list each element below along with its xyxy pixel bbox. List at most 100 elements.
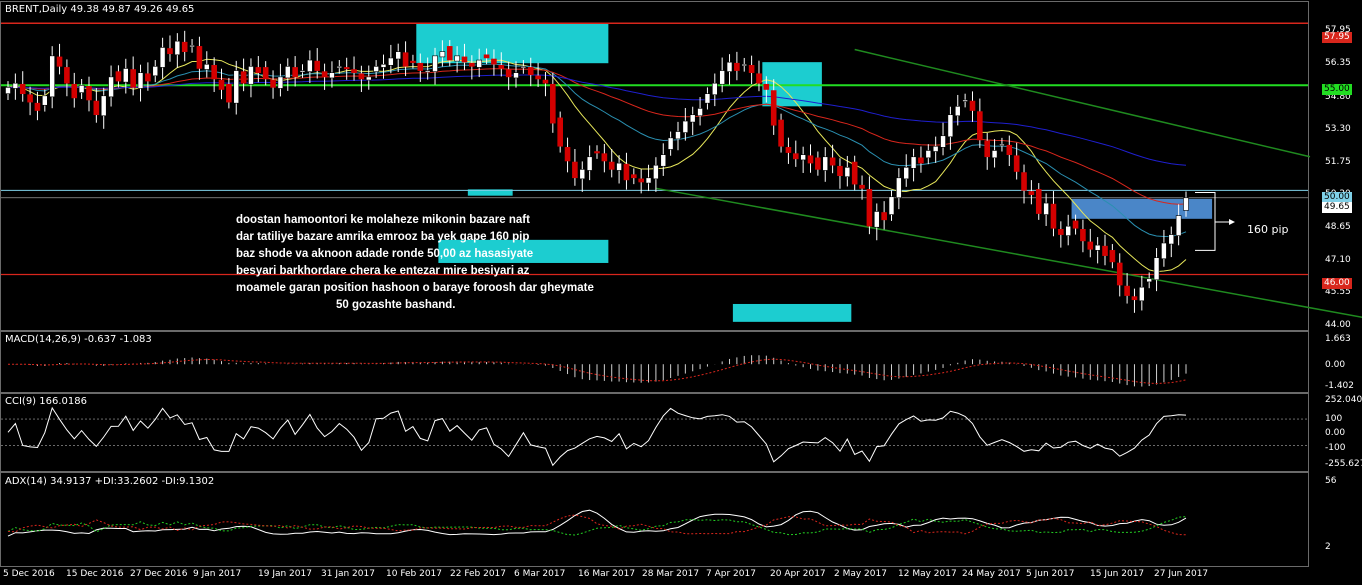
bullish-candle [653,164,659,180]
bearish-candle [535,75,541,80]
bullish-candle [277,76,284,89]
bullish-candle [675,131,681,140]
bullish-candle [903,166,910,180]
bullish-candle [991,150,998,159]
bearish-candle [1124,285,1130,296]
cci-tick-label: 0.00 [1325,428,1346,438]
bearish-candle [19,83,26,94]
bullish-candle [380,63,387,68]
bearish-candle [564,147,571,162]
bearish-candle [446,46,453,61]
main-chart-title: BRENT,Daily 49.38 49.87 49.26 49.65 [5,4,195,15]
bearish-candle [984,140,991,158]
demand-zone-box [438,239,609,263]
bullish-candle [284,66,291,79]
bearish-candle [1080,229,1086,242]
bullish-candle [1043,202,1049,215]
bullish-candle [1139,286,1145,302]
bearish-candle [1013,155,1020,172]
bearish-candle [851,161,858,185]
bullish-candle [1146,278,1152,283]
bullish-candle [711,82,718,96]
cci-tick-label: 252.0403 [1325,395,1362,405]
date-tick-label: 22 Feb 2017 [450,569,507,579]
bearish-candle [498,65,505,69]
bearish-candle [977,111,983,141]
bullish-candle [336,66,343,69]
bullish-candle [1175,215,1182,236]
bearish-candle [255,67,262,73]
cci-panel[interactable] [0,393,1309,472]
main-chart-panel[interactable] [0,1,1309,331]
bearish-candle [167,48,173,55]
cci-title: CCI(9) 166.0186 [5,396,87,407]
bearish-candle [631,174,637,179]
bullish-candle [476,59,483,68]
bullish-candle [940,135,946,148]
note-line: moamele garan position hashoon o baraye … [236,282,594,294]
y-tick-label: 44.00 [1325,320,1351,330]
macd-panel[interactable] [0,331,1309,393]
note-line: besyari barkhordare chera ke entezar mir… [236,265,530,277]
bearish-candle [638,178,644,183]
bullish-candle [233,70,240,104]
cci-tick-label: -255.627 [1325,459,1362,469]
bearish-candle [461,56,468,63]
gap-arrow-head [1229,218,1235,225]
adx-tick-label: 2 [1325,542,1331,552]
bearish-candle [1006,144,1013,155]
cci-line [7,406,1187,467]
macd-signal-line [8,358,1187,385]
bearish-candle [542,79,549,84]
bearish-candle [1109,250,1116,263]
bearish-candle [1028,191,1035,195]
bearish-candle [1058,229,1064,235]
bearish-candle [505,69,512,78]
bearish-candle [321,71,328,78]
bearish-candle [594,151,600,154]
bullish-candle [616,162,622,171]
bearish-candle [56,56,63,67]
y-tick-label: 47.10 [1325,255,1351,265]
moving-average-long [7,74,1187,166]
bearish-candle [1050,203,1057,229]
bullish-candle [432,55,438,72]
bullish-candle [424,70,431,73]
bearish-candle [1035,189,1042,214]
bearish-candle [240,71,247,84]
bearish-candle [1021,172,1027,191]
bearish-candle [218,79,225,90]
note-line: dar tatiliye bazare amrika emrooz ba yek… [236,231,530,243]
y-tick-label: 57.95 [1325,25,1351,35]
bullish-candle [137,72,144,89]
bullish-candle [1183,197,1189,211]
bullish-candle [454,55,460,62]
bullish-candle [844,166,851,178]
bullish-candle [203,63,210,70]
bearish-candle [778,119,784,147]
bearish-candle [27,94,33,103]
adx-line [7,509,1187,537]
adx-panel[interactable] [0,472,1309,567]
bullish-candle [1161,242,1167,260]
y-tick-label: 45.55 [1325,287,1351,297]
bearish-candle [881,212,887,221]
macd-tick-label: -1.402 [1325,381,1355,391]
bearish-candle [115,71,122,82]
bearish-candle [918,157,924,164]
bearish-candle [557,117,563,147]
bearish-candle [34,102,41,111]
bearish-candle [601,153,608,162]
channel-lower-line [655,187,1362,318]
bearish-candle [815,157,821,170]
bullish-candle [667,137,674,150]
date-tick-label: 7 Apr 2017 [706,569,756,579]
bullish-candle [1153,257,1160,281]
bearish-candle [270,79,276,88]
bullish-candle [123,68,129,83]
date-tick-label: 10 Feb 2017 [386,569,443,579]
date-tick-label: 12 May 2017 [898,569,957,579]
note-line: doostan hamoontori ke molaheze mikonin b… [236,214,530,226]
date-tick-label: 27 Jun 2017 [1154,569,1209,579]
bearish-candle [402,52,409,67]
